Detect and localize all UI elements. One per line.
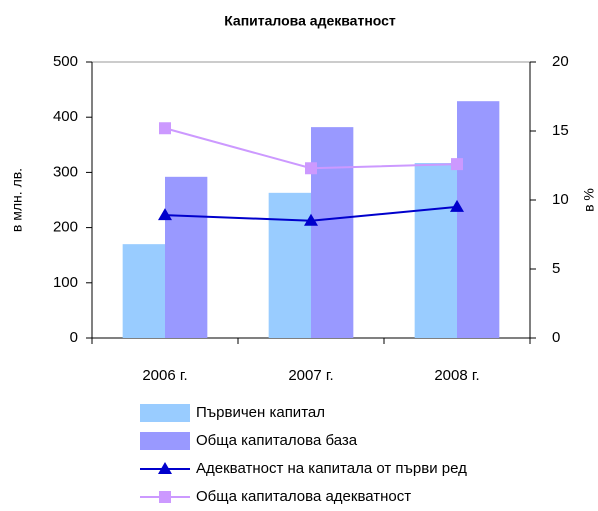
x-tick-label: 2008 г.: [434, 367, 479, 384]
bar: [457, 101, 500, 338]
marker: [159, 122, 171, 135]
legend-label: Първичен капитал: [196, 404, 325, 421]
y-tick-label: 400: [53, 108, 78, 125]
marker: [158, 208, 172, 221]
y-tick-label: 0: [70, 329, 78, 346]
legend-swatch: [140, 404, 190, 422]
chart-title: Капиталова адекватност: [224, 13, 396, 29]
marker: [451, 158, 463, 171]
y-tick-label: 100: [53, 274, 78, 291]
x-tick-label: 2007 г.: [288, 367, 333, 384]
marker: [304, 213, 318, 226]
y2-tick-label: 15: [552, 122, 569, 139]
y2-tick-label: 10: [552, 191, 569, 208]
y-tick-label: 500: [53, 53, 78, 70]
y-tick-label: 200: [53, 219, 78, 236]
marker: [305, 162, 317, 175]
marker: [450, 199, 464, 212]
bar: [414, 163, 457, 338]
y2-axis-label: в %: [581, 188, 597, 212]
legend-label: Обща капиталова адекватност: [196, 488, 411, 505]
y2-tick-label: 0: [552, 329, 560, 346]
legend-label: Обща капиталова база: [196, 432, 358, 449]
y-tick-label: 300: [53, 163, 78, 180]
bar: [311, 127, 354, 338]
y2-tick-label: 5: [552, 260, 560, 277]
x-tick-label: 2006 г.: [142, 367, 187, 384]
bar: [268, 192, 311, 338]
legend-marker: [158, 462, 172, 474]
bar: [165, 176, 208, 338]
legend-label: Адекватност на капитала от първи ред: [196, 460, 467, 477]
legend-swatch: [140, 432, 190, 450]
y2-tick-label: 20: [552, 53, 569, 70]
y-axis-label: в млн. лв.: [9, 168, 25, 232]
legend-marker: [159, 491, 171, 503]
bar: [122, 244, 165, 338]
